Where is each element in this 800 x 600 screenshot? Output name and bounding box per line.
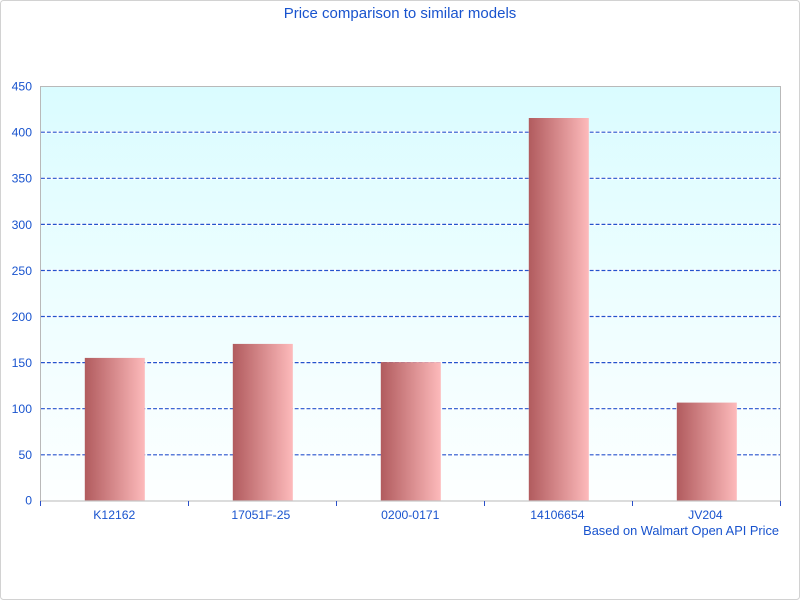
- svg-text:350: 350: [12, 172, 33, 186]
- svg-text:100: 100: [12, 402, 33, 416]
- svg-text:17051F-25: 17051F-25: [231, 508, 290, 522]
- svg-text:14106654: 14106654: [530, 508, 584, 522]
- svg-text:200: 200: [12, 310, 33, 324]
- svg-text:50: 50: [18, 448, 32, 462]
- svg-text:K12162: K12162: [93, 508, 135, 522]
- svg-text:Based on Walmart Open API Pric: Based on Walmart Open API Price: [583, 523, 779, 538]
- svg-text:Price comparison to similar mo: Price comparison to similar models: [284, 5, 517, 22]
- svg-text:JV204: JV204: [688, 508, 723, 522]
- svg-text:0200-0171: 0200-0171: [381, 508, 440, 522]
- svg-text:450: 450: [12, 80, 33, 94]
- svg-text:400: 400: [12, 126, 33, 140]
- svg-text:250: 250: [12, 264, 33, 278]
- svg-text:0: 0: [25, 494, 32, 508]
- svg-text:150: 150: [12, 356, 33, 370]
- svg-text:300: 300: [12, 218, 33, 232]
